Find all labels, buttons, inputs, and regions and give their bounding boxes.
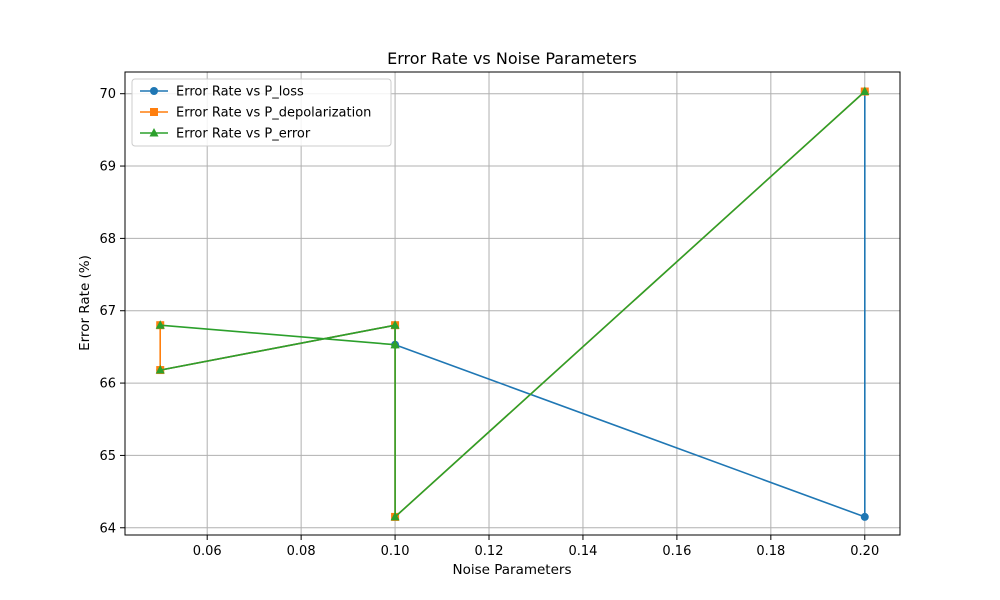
legend-box (131, 78, 392, 147)
series-line (159, 90, 866, 518)
legend-item: Error Rate vs P_loss (140, 85, 304, 100)
x-tick-label: 0.12 (475, 544, 504, 559)
y-tick-label: 68 (99, 232, 116, 247)
y-tick-label: 69 (99, 160, 116, 175)
legend-label: Error Rate vs P_depolarization (176, 106, 371, 121)
legend-marker (150, 87, 158, 95)
data-point (860, 86, 870, 96)
data-point (155, 320, 165, 329)
grid (125, 72, 900, 535)
series-line (160, 91, 866, 518)
series-line (159, 90, 866, 518)
legend: Error Rate vs P_loss Error Rate vs P_depo… (131, 78, 392, 147)
y-tick-label: 67 (99, 304, 116, 319)
legend-marker (149, 128, 159, 137)
y-tick-label: 64 (99, 521, 116, 536)
y-tick-label: 66 (99, 377, 116, 392)
data-point (155, 365, 165, 374)
legend-label: Error Rate vs P_loss (176, 85, 304, 100)
x-axis-label: Noise Parameters (452, 562, 571, 578)
x-tick-label: 0.08 (287, 544, 316, 559)
data-point (860, 512, 869, 521)
x-tick-label: 0.16 (662, 544, 691, 559)
series-layer (155, 86, 870, 521)
x-axis-ticks: 0.06 0.08 0.10 0.12 0.14 0.16 0.18 0.20 (193, 535, 879, 559)
legend-label: Error Rate vs P_error (176, 127, 311, 142)
series-triangle (155, 86, 870, 521)
x-tick-label: 0.20 (850, 544, 879, 559)
y-axis-label: Error Rate (%) (77, 255, 93, 351)
data-point (390, 511, 400, 521)
legend-item: Error Rate vs P_depolarization (140, 106, 371, 121)
x-tick-label: 0.06 (193, 544, 222, 559)
x-tick-label: 0.18 (756, 544, 785, 559)
x-tick-label: 0.14 (568, 544, 597, 559)
y-axis-ticks: 64 65 66 67 68 69 70 (99, 87, 125, 536)
chart-title: Error Rate vs Noise Parameters (387, 49, 637, 68)
y-tick-label: 65 (99, 449, 116, 464)
plot-area-frame (124, 71, 901, 536)
legend-item: Error Rate vs P_error (140, 127, 311, 142)
x-tick-label: 0.10 (381, 544, 410, 559)
y-tick-label: 70 (99, 87, 116, 102)
data-point (390, 320, 400, 329)
legend-marker (150, 108, 158, 116)
data-point (390, 339, 400, 349)
